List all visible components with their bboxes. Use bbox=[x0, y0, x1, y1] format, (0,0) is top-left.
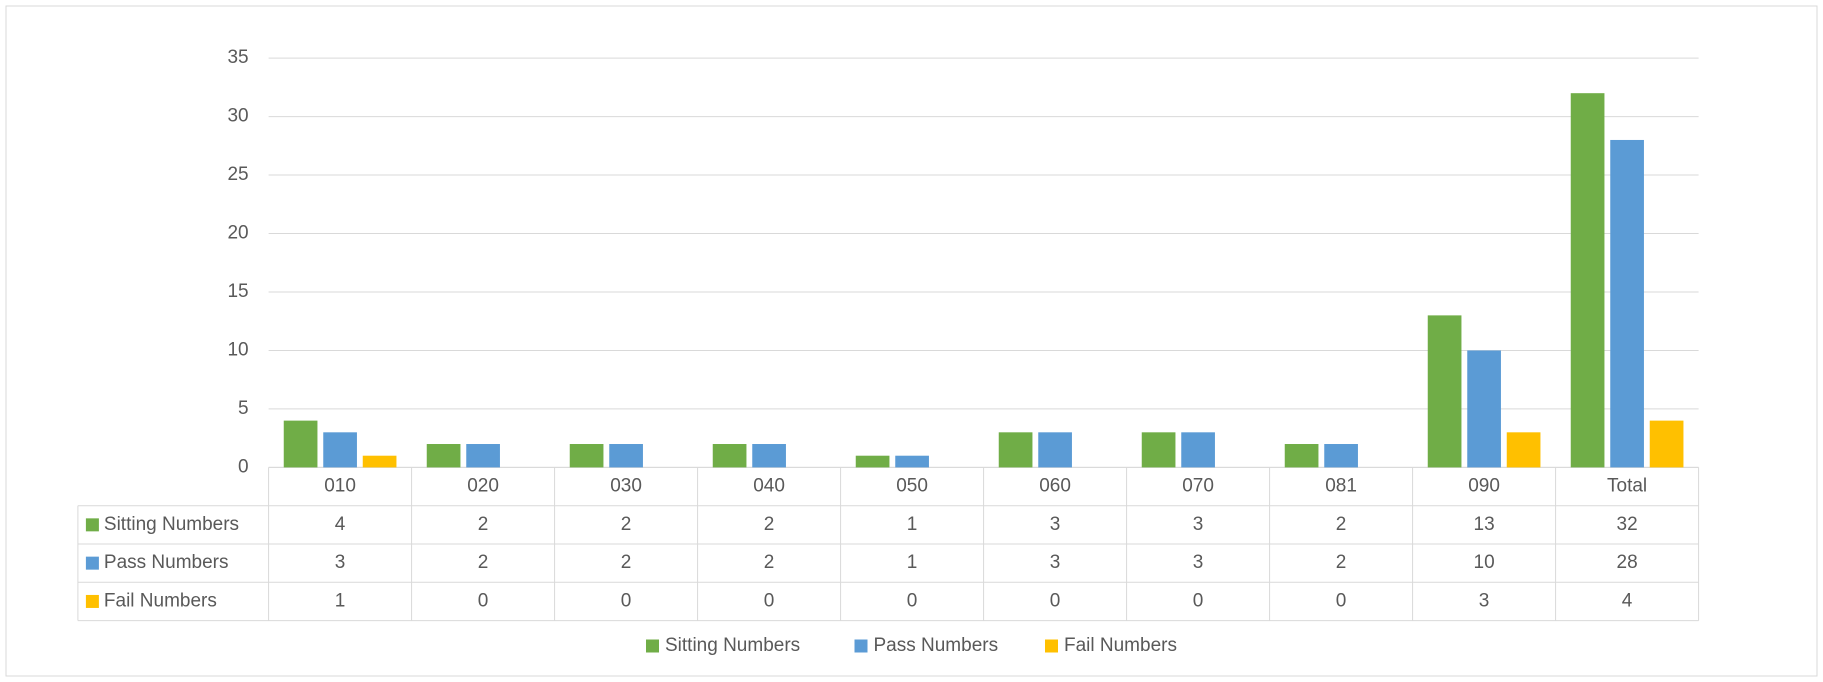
x-tick-label: 090 bbox=[1468, 476, 1500, 497]
table-value: 2 bbox=[764, 552, 775, 573]
table-value: 2 bbox=[764, 514, 775, 535]
table-value: 0 bbox=[1050, 590, 1061, 611]
x-tick-label: Total bbox=[1607, 476, 1647, 497]
bar bbox=[895, 455, 929, 468]
table-value: 3 bbox=[335, 552, 346, 573]
legend-key bbox=[1045, 639, 1058, 653]
table-series-name: Sitting Numbers bbox=[104, 514, 239, 535]
table-series-name: Pass Numbers bbox=[104, 552, 229, 573]
table-legend-key bbox=[85, 556, 99, 570]
bar bbox=[855, 455, 890, 468]
table-value: 2 bbox=[621, 514, 632, 535]
x-tick-label: 070 bbox=[1182, 476, 1214, 497]
table-value: 0 bbox=[1193, 590, 1204, 611]
y-tick-label: 25 bbox=[227, 164, 248, 185]
table-value: 4 bbox=[335, 514, 346, 535]
bar bbox=[1506, 432, 1541, 468]
chart-frame bbox=[5, 5, 1818, 677]
table-value: 2 bbox=[478, 514, 489, 535]
table-value: 0 bbox=[907, 590, 918, 611]
table-series-name: Fail Numbers bbox=[104, 590, 217, 611]
table-value: 0 bbox=[478, 590, 489, 611]
bar bbox=[1038, 432, 1072, 468]
x-tick-label: 081 bbox=[1325, 476, 1357, 497]
bar bbox=[609, 444, 643, 468]
bar bbox=[1141, 432, 1176, 468]
table-legend-key bbox=[85, 518, 99, 532]
table-value: 3 bbox=[1050, 514, 1061, 535]
table-legend-key bbox=[85, 594, 99, 608]
x-tick-label: 030 bbox=[610, 476, 642, 497]
table-value: 3 bbox=[1193, 552, 1204, 573]
x-tick-label: 010 bbox=[324, 476, 356, 497]
y-tick-label: 10 bbox=[227, 339, 248, 360]
bar bbox=[1570, 93, 1605, 468]
legend-label: Pass Numbers bbox=[874, 635, 999, 656]
table-value: 2 bbox=[1336, 552, 1347, 573]
x-tick-label: 060 bbox=[1039, 476, 1071, 497]
table-value: 10 bbox=[1474, 552, 1495, 573]
table-value: 32 bbox=[1617, 514, 1638, 535]
table-value: 3 bbox=[1479, 590, 1490, 611]
legend-key bbox=[854, 639, 868, 653]
bar bbox=[569, 444, 604, 468]
bar bbox=[1324, 444, 1358, 468]
bar bbox=[712, 444, 747, 468]
x-tick-label: 050 bbox=[896, 476, 928, 497]
bar bbox=[998, 432, 1033, 468]
table-value: 3 bbox=[1050, 552, 1061, 573]
table-value: 1 bbox=[907, 514, 918, 535]
table-value: 3 bbox=[1193, 514, 1204, 535]
bar bbox=[1649, 420, 1684, 468]
bar bbox=[1284, 444, 1319, 468]
table-value: 1 bbox=[335, 590, 346, 611]
y-tick-label: 5 bbox=[238, 398, 249, 419]
table-value: 2 bbox=[1336, 514, 1347, 535]
table-value: 4 bbox=[1622, 590, 1633, 611]
legend-label: Sitting Numbers bbox=[665, 635, 800, 656]
y-tick-label: 15 bbox=[227, 281, 248, 302]
table-value: 0 bbox=[1336, 590, 1347, 611]
bar bbox=[752, 444, 786, 468]
x-tick-label: 020 bbox=[467, 476, 499, 497]
bar bbox=[466, 444, 500, 468]
y-tick-label: 30 bbox=[227, 106, 248, 127]
bar bbox=[1427, 315, 1462, 468]
y-tick-label: 20 bbox=[227, 223, 248, 244]
table-value: 0 bbox=[621, 590, 632, 611]
table-value: 0 bbox=[764, 590, 775, 611]
bar bbox=[1181, 432, 1215, 468]
table-value: 28 bbox=[1617, 552, 1638, 573]
bar bbox=[426, 444, 461, 468]
table-value: 2 bbox=[621, 552, 632, 573]
x-tick-label: 040 bbox=[753, 476, 785, 497]
legend-label: Fail Numbers bbox=[1064, 635, 1177, 656]
y-tick-label: 0 bbox=[238, 456, 249, 477]
bar bbox=[323, 432, 357, 468]
y-tick-label: 35 bbox=[227, 47, 248, 68]
bar bbox=[1467, 350, 1501, 468]
bar bbox=[362, 455, 397, 468]
bar bbox=[1610, 139, 1644, 468]
bar bbox=[283, 420, 318, 468]
table-value: 1 bbox=[907, 552, 918, 573]
legend-key bbox=[646, 639, 659, 653]
table-value: 2 bbox=[478, 552, 489, 573]
table-value: 13 bbox=[1474, 514, 1495, 535]
